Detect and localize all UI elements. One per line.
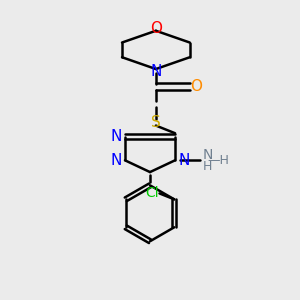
Text: N: N xyxy=(110,129,122,144)
Text: N: N xyxy=(202,148,213,162)
Text: H: H xyxy=(203,160,212,173)
Text: S: S xyxy=(151,115,161,130)
Text: N: N xyxy=(110,153,122,168)
Text: N: N xyxy=(150,64,162,79)
Text: Cl: Cl xyxy=(145,186,159,200)
Text: N: N xyxy=(178,153,190,168)
Text: O: O xyxy=(190,79,202,94)
Text: O: O xyxy=(150,21,162,36)
Text: —H: —H xyxy=(207,154,229,167)
